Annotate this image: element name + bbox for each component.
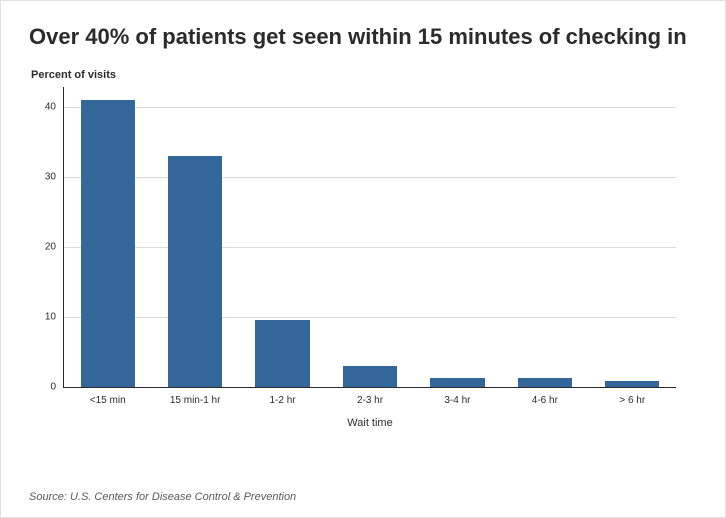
y-tick-label: 10: [45, 311, 64, 322]
x-tick-label: 3-4 hr: [444, 387, 470, 406]
chart-title: Over 40% of patients get seen within 15 …: [29, 23, 697, 51]
x-tick-label: 4-6 hr: [532, 387, 558, 406]
grid-line: [64, 247, 676, 248]
x-tick-label: 1-2 hr: [270, 387, 296, 406]
bar: [343, 366, 397, 387]
x-tick-label: 2-3 hr: [357, 387, 383, 406]
plot-area: Wait time 010203040<15 min15 min-1 hr1-2…: [63, 87, 676, 388]
y-axis-title: Percent of visits: [31, 69, 697, 81]
y-tick-label: 30: [45, 172, 64, 183]
x-tick-label: <15 min: [90, 387, 126, 406]
grid-line: [64, 177, 676, 178]
y-tick-label: 20: [45, 241, 64, 252]
bar: [81, 100, 135, 386]
x-tick-label: > 6 hr: [619, 387, 645, 406]
bar-chart: Wait time 010203040<15 min15 min-1 hr1-2…: [29, 87, 697, 443]
source-citation: Source: U.S. Centers for Disease Control…: [29, 491, 296, 503]
x-tick-label: 15 min-1 hr: [170, 387, 221, 406]
y-tick-label: 0: [50, 381, 64, 392]
y-tick-label: 40: [45, 102, 64, 113]
bar: [518, 378, 572, 386]
figure-container: Over 40% of patients get seen within 15 …: [0, 0, 726, 518]
bar: [168, 156, 222, 386]
bar: [430, 378, 484, 386]
grid-line: [64, 317, 676, 318]
grid-line: [64, 107, 676, 108]
bar: [255, 320, 309, 386]
